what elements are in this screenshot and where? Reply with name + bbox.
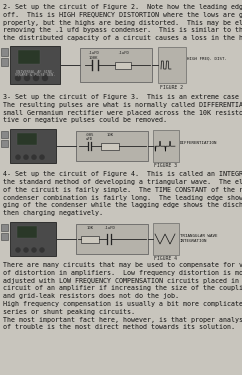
Text: off.  This is HIGH FREQUENCY DISTORTION where the lows are going through: off. This is HIGH FREQUENCY DISTORTION w… bbox=[3, 12, 242, 18]
Text: uFD: uFD bbox=[85, 137, 92, 141]
Text: removing the .1 ufd bypass condenser.  This is similar to the case where: removing the .1 ufd bypass condenser. Th… bbox=[3, 27, 242, 33]
Text: High frequency compensation is usually a bit more complicated and requires: High frequency compensation is usually a… bbox=[3, 301, 242, 307]
Circle shape bbox=[15, 75, 21, 81]
FancyBboxPatch shape bbox=[1, 131, 8, 138]
Circle shape bbox=[24, 75, 30, 81]
FancyBboxPatch shape bbox=[158, 47, 186, 83]
Circle shape bbox=[15, 248, 21, 252]
Text: DIFFERENTIATION: DIFFERENTIATION bbox=[180, 141, 218, 145]
Text: circuit of an amplifier if increasing the size of the coupling condensers: circuit of an amplifier if increasing th… bbox=[3, 285, 242, 291]
Text: FIGURE 4: FIGURE 4 bbox=[154, 256, 177, 261]
Text: of the circuit is fairly simple.  The TIME CONSTANT of the resistor &: of the circuit is fairly simple. The TIM… bbox=[3, 187, 242, 193]
FancyBboxPatch shape bbox=[81, 236, 99, 243]
Text: 10K: 10K bbox=[86, 226, 94, 230]
Text: the standard method of developing a triangular wave.  The electronics: the standard method of developing a tria… bbox=[3, 179, 242, 185]
Text: of distortion in amplifiers.  Low frequency distortion is most often: of distortion in amplifiers. Low frequen… bbox=[3, 270, 242, 276]
Text: UNIVERSAL AF SINE,: UNIVERSAL AF SINE, bbox=[16, 70, 54, 74]
FancyBboxPatch shape bbox=[10, 222, 56, 256]
Text: condenser combination is fairly long.  The leading edge shows the char-: condenser combination is fairly long. Th… bbox=[3, 195, 242, 201]
FancyBboxPatch shape bbox=[76, 131, 148, 161]
Circle shape bbox=[42, 75, 48, 81]
Text: TRIANGULAR WAVE
INTEGRATION: TRIANGULAR WAVE INTEGRATION bbox=[180, 234, 218, 243]
FancyBboxPatch shape bbox=[1, 233, 8, 240]
Circle shape bbox=[15, 155, 21, 160]
Text: adjusted with LOW FREQUENCY COMPENSATION circuits placed in the plate: adjusted with LOW FREQUENCY COMPENSATION… bbox=[3, 278, 242, 284]
FancyBboxPatch shape bbox=[76, 224, 148, 254]
Circle shape bbox=[23, 248, 29, 252]
Text: series or shunt peaking circuits.: series or shunt peaking circuits. bbox=[3, 309, 135, 315]
Text: HIGH FREQ. DIST.: HIGH FREQ. DIST. bbox=[187, 57, 227, 61]
Text: .1uFD: .1uFD bbox=[117, 51, 129, 55]
Text: 100K: 100K bbox=[88, 56, 98, 60]
FancyBboxPatch shape bbox=[10, 129, 56, 163]
Text: 3- Set up the circuit of Figure 3.  This is an extreme case of Figure 1,: 3- Set up the circuit of Figure 3. This … bbox=[3, 94, 242, 100]
Text: 4- Set up the circuit of Figure 4.  This is called an INTEGRATOR and is: 4- Set up the circuit of Figure 4. This … bbox=[3, 171, 242, 177]
FancyBboxPatch shape bbox=[1, 140, 8, 147]
Text: .1uFD: .1uFD bbox=[103, 226, 115, 230]
FancyBboxPatch shape bbox=[17, 226, 37, 238]
Text: of trouble is the most direct method towards its solution.: of trouble is the most direct method tow… bbox=[3, 324, 235, 330]
FancyBboxPatch shape bbox=[153, 130, 179, 162]
Text: the distributed capacity of a circuit causes a loss in the high frequencies.: the distributed capacity of a circuit ca… bbox=[3, 35, 242, 41]
Text: small Germanium rectifier were placed across the 10K resistor, the posi-: small Germanium rectifier were placed ac… bbox=[3, 110, 242, 116]
Circle shape bbox=[33, 75, 39, 81]
Text: FIGURE 2: FIGURE 2 bbox=[160, 85, 183, 90]
FancyBboxPatch shape bbox=[17, 133, 37, 145]
Circle shape bbox=[39, 155, 45, 160]
Text: properly, but the highs are being distorted.  This may be eliminated by: properly, but the highs are being distor… bbox=[3, 20, 242, 26]
FancyBboxPatch shape bbox=[18, 50, 40, 64]
Text: and grid-leak resistors does not do the job.: and grid-leak resistors does not do the … bbox=[3, 293, 179, 299]
Text: then charging negatively.: then charging negatively. bbox=[3, 210, 103, 216]
FancyBboxPatch shape bbox=[80, 48, 152, 82]
Circle shape bbox=[23, 155, 29, 160]
FancyBboxPatch shape bbox=[1, 224, 8, 231]
Text: ging of the condenser while the lagging edge shows the discharging and: ging of the condenser while the lagging … bbox=[3, 202, 242, 208]
Circle shape bbox=[31, 248, 37, 252]
Circle shape bbox=[31, 155, 37, 160]
Text: .1uFD: .1uFD bbox=[87, 51, 99, 55]
Text: tive or negative pulses could be removed.: tive or negative pulses could be removed… bbox=[3, 117, 167, 123]
Text: 10K: 10K bbox=[106, 133, 113, 137]
FancyBboxPatch shape bbox=[1, 58, 8, 66]
Circle shape bbox=[39, 248, 45, 252]
FancyBboxPatch shape bbox=[101, 143, 119, 150]
FancyBboxPatch shape bbox=[10, 46, 60, 84]
Text: SQUARE & PULSE GEN.: SQUARE & PULSE GEN. bbox=[15, 73, 55, 77]
FancyBboxPatch shape bbox=[153, 223, 179, 255]
Text: .005: .005 bbox=[84, 133, 94, 137]
Text: FIGURE 3: FIGURE 3 bbox=[154, 163, 177, 168]
FancyBboxPatch shape bbox=[115, 62, 131, 69]
Text: 2- Set up the circuit of Figure 2.  Note how the leading edges are rounded-: 2- Set up the circuit of Figure 2. Note … bbox=[3, 4, 242, 10]
Text: There are many circuits that may be used to compensate for various types: There are many circuits that may be used… bbox=[3, 262, 242, 268]
FancyBboxPatch shape bbox=[1, 48, 8, 56]
Text: The resulting pulses are what is normally called DIFFERENTIATION.  If a: The resulting pulses are what is normall… bbox=[3, 102, 242, 108]
Text: The most important fact here, however, is that proper analysis of the type: The most important fact here, however, i… bbox=[3, 316, 242, 322]
